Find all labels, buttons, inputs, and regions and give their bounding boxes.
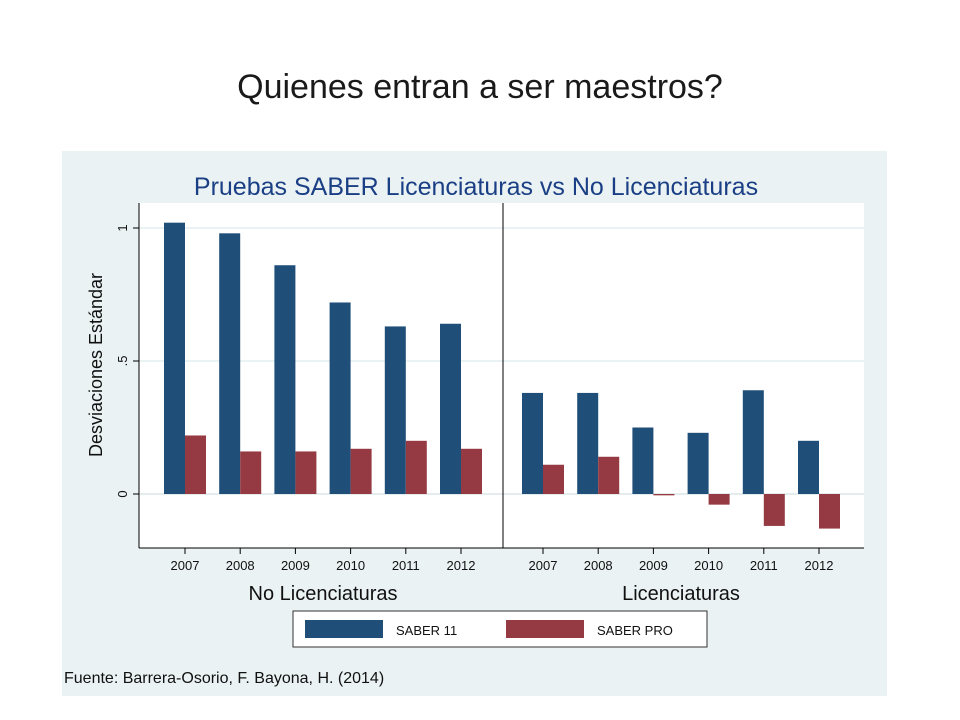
bar-no-lic-2009-saber-11 xyxy=(274,265,296,494)
legend-label-saber-11: SABER 11 xyxy=(396,623,457,638)
x-tick-label: 2007 xyxy=(529,558,558,573)
panel-label: No Licenciaturas xyxy=(249,583,398,605)
bar-no-lic-2011-saber-pro xyxy=(405,440,427,494)
slide-title: Quienes entran a ser maestros? xyxy=(237,68,723,106)
bar-chart: Pruebas SABER Licenciaturas vs No Licenc… xyxy=(64,173,864,687)
y-tick-label: .5 xyxy=(115,356,130,367)
bar-lic-2012-saber-11 xyxy=(798,440,819,494)
bars-layer xyxy=(164,222,840,529)
x-tick-label: 2009 xyxy=(281,558,310,573)
bar-no-lic-2012-saber-11 xyxy=(440,323,461,494)
bar-lic-2008-saber-11 xyxy=(577,392,599,494)
bar-no-lic-2008-saber-pro xyxy=(240,451,262,494)
chart-title: Pruebas SABER Licenciaturas vs No Licenc… xyxy=(194,173,758,201)
bar-no-lic-2008-saber-11 xyxy=(219,233,241,494)
bar-lic-2009-saber-pro xyxy=(653,494,675,496)
y-tick-label: 0 xyxy=(115,490,130,497)
x-tick-labels: 2007 2008 2009 2010 2011 2012 No Licenciaturas… xyxy=(171,548,834,605)
x-tick-label: 2007 xyxy=(171,558,200,573)
plot-area xyxy=(139,203,864,548)
y-axis: 0.51 xyxy=(115,203,864,549)
x-tick-label: 2012 xyxy=(805,558,834,573)
panel-label: Licenciaturas xyxy=(622,583,740,605)
x-tick-label: 2011 xyxy=(392,558,420,573)
bar-lic-2009-saber-11 xyxy=(632,427,654,494)
bar-lic-2010-saber-11 xyxy=(687,432,709,494)
bar-no-lic-2011-saber-11 xyxy=(384,326,406,494)
bar-no-lic-2007-saber-pro xyxy=(185,435,206,494)
bar-no-lic-2007-saber-11 xyxy=(164,222,185,494)
x-tick-label: 2008 xyxy=(226,558,255,573)
legend-swatch-saber-pro xyxy=(506,620,584,638)
bar-lic-2008-saber-pro xyxy=(598,456,620,494)
bar-no-lic-2012-saber-pro xyxy=(461,448,482,494)
chart-panel: Pruebas SABER Licenciaturas vs No Licenc… xyxy=(62,151,887,696)
legend-swatch-saber-11 xyxy=(305,620,383,638)
x-tick-label: 2010 xyxy=(336,558,365,573)
bar-no-lic-2010-saber-pro xyxy=(350,448,372,494)
x-tick-label: 2011 xyxy=(750,558,778,573)
x-tick-label: 2012 xyxy=(447,558,476,573)
bar-lic-2011-saber-pro xyxy=(763,494,785,526)
x-tick-label: 2009 xyxy=(639,558,668,573)
x-tick-label: 2008 xyxy=(584,558,613,573)
bar-lic-2007-saber-pro xyxy=(543,464,564,494)
bar-lic-2011-saber-11 xyxy=(742,390,764,494)
bar-lic-2010-saber-pro xyxy=(708,494,730,505)
y-axis-label: Desviaciones Estándar xyxy=(86,273,106,457)
source-note: Fuente: Barrera-Osorio, F. Bayona, H. (2… xyxy=(64,670,384,687)
legend-label-saber-pro: SABER PRO xyxy=(597,623,673,638)
bar-no-lic-2009-saber-pro xyxy=(295,451,317,494)
bar-lic-2007-saber-11 xyxy=(522,392,543,494)
bar-no-lic-2010-saber-11 xyxy=(329,302,351,494)
y-tick-label: 1 xyxy=(115,224,130,231)
x-tick-label: 2010 xyxy=(694,558,723,573)
bar-lic-2012-saber-pro xyxy=(819,494,840,529)
